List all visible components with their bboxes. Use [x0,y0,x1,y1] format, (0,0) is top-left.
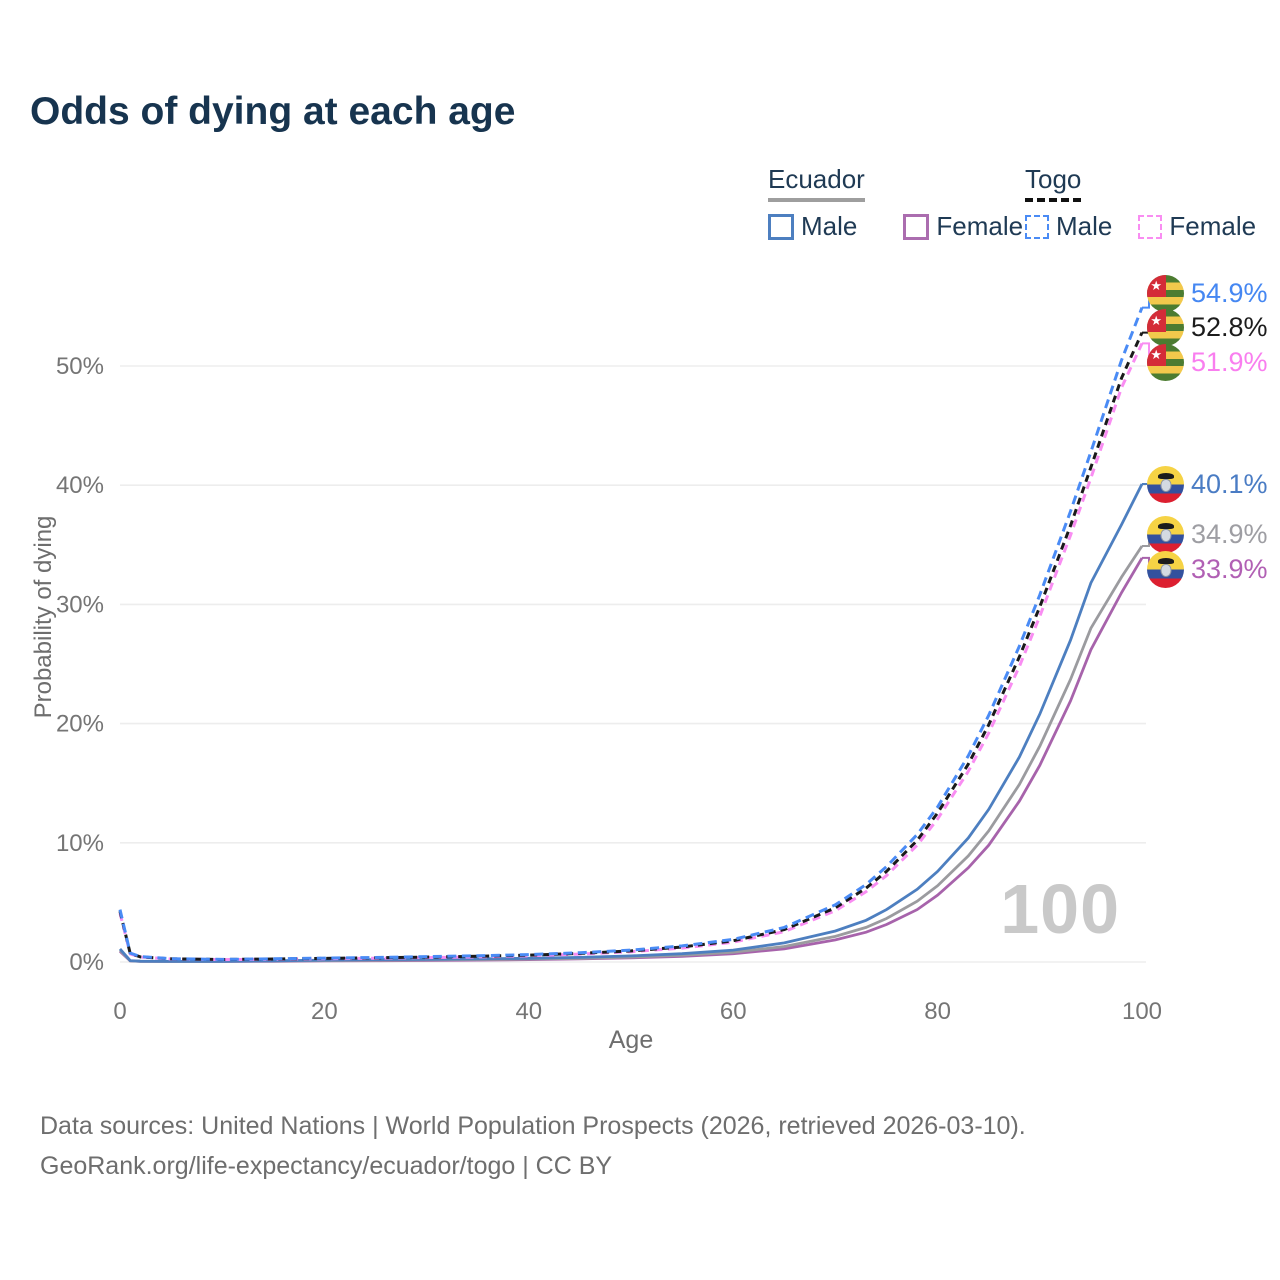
series-line-togo-both [118,331,1144,962]
y-tick-label: 30% [56,591,104,618]
x-tick-label: 100 [1122,998,1162,1025]
chart-title: Odds of dying at each age [30,90,516,133]
x-tick-label: 20 [311,998,338,1025]
end-connector-togo-male [1142,292,1153,309]
end-connector-ecuador-female [1142,556,1153,571]
legend-swatch-icon [768,213,794,240]
end-connector-togo-female [1142,342,1153,364]
series-line-togo-male [118,307,1144,961]
legend-item-label: Male [1056,211,1113,241]
legend-item-label: Male [801,211,858,241]
y-tick-label: 0% [69,949,104,976]
y-tick-label: 40% [56,472,104,499]
x-tick-label: 60 [720,998,747,1025]
legend-swatch-icon [1138,214,1163,239]
footer: Data sources: United Nations | World Pop… [40,1106,1026,1186]
legend-group-ecuador: Ecuador Male Female [768,164,1023,242]
end-connector-togo-both [1142,326,1153,334]
legend-item-togo-male[interactable]: Male [1025,211,1112,242]
series-line-ecuador-male [118,483,1144,963]
x-tick-label: 80 [924,998,951,1025]
series-line-togo-female [118,342,1144,962]
x-tick-label: 40 [515,998,542,1025]
legend-item-togo-female[interactable]: Female [1138,211,1256,242]
end-connector-ecuador-both [1142,533,1153,547]
legend: Ecuador Male Female Togo Male Female [0,164,1280,244]
legend-swatch-icon [1025,214,1049,239]
y-axis-title: Probability of dying [30,515,57,719]
legend-item-ecuador-male[interactable]: Male [768,211,857,242]
legend-group-togo: Togo Male Female [1025,164,1256,242]
x-axis-title: Age [608,1026,654,1054]
legend-country-ecuador[interactable]: Ecuador [768,164,865,202]
legend-swatch-icon [903,213,930,240]
legend-item-label: Female [936,211,1024,241]
legend-item-label: Female [1169,211,1257,241]
legend-country-togo[interactable]: Togo [1025,164,1082,202]
age-counter-watermark: 100 [1000,870,1120,948]
x-tick-label: 0 [113,998,126,1025]
y-tick-label: 50% [56,353,104,380]
y-tick-label: 10% [56,830,104,857]
footer-line-1: Data sources: United Nations | World Pop… [40,1112,1026,1140]
legend-item-ecuador-female[interactable]: Female [903,211,1023,242]
y-tick-label: 20% [56,711,104,738]
footer-line-2: GeoRank.org/life-expectancy/ecuador/togo… [40,1152,613,1180]
